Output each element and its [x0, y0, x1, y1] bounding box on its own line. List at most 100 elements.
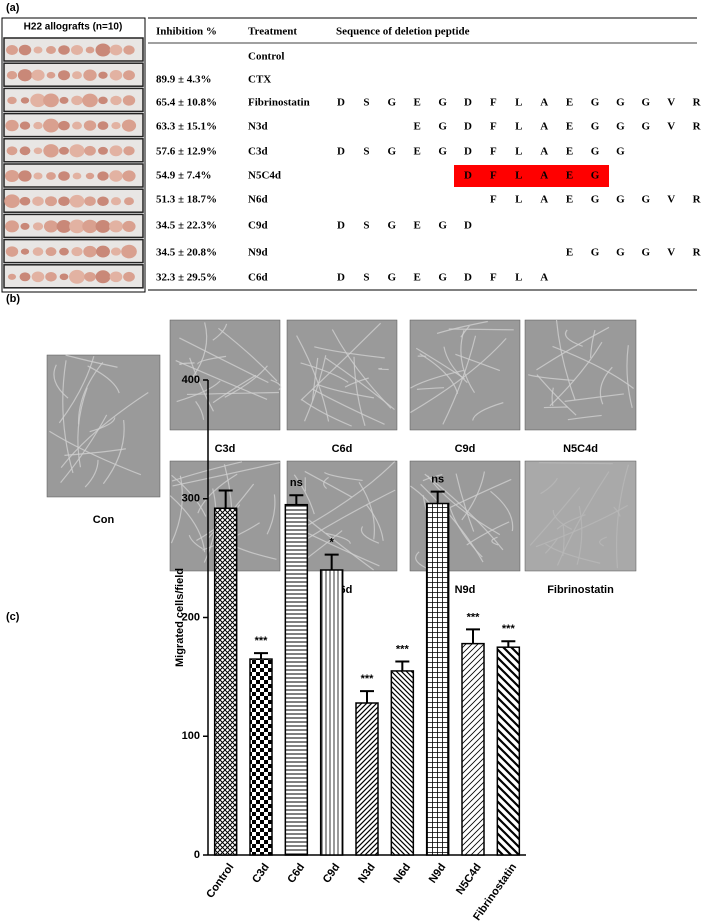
cell-network [89, 417, 116, 433]
cell-network [175, 360, 268, 400]
residue: E [566, 97, 573, 109]
panel-b: (b) ConC3dC6dC9dN5C4dN3dN6dN9dFibrinosta… [6, 293, 637, 596]
residue: G [438, 121, 447, 133]
cell-network [311, 357, 319, 401]
tumor [59, 247, 69, 256]
tumor [58, 70, 70, 81]
cell-network [544, 538, 558, 554]
residue: D [464, 121, 472, 133]
cell-network [551, 387, 554, 407]
tumor [6, 71, 18, 80]
tumor [72, 121, 82, 130]
error-bar [218, 489, 233, 509]
significance: ns [290, 477, 303, 489]
tumor [58, 196, 70, 206]
cell-network [171, 474, 207, 517]
cell-network [170, 475, 183, 544]
residue: V [667, 247, 675, 259]
cell-network [324, 471, 363, 482]
tumor [5, 119, 19, 132]
tumor [20, 222, 30, 230]
tumor [18, 170, 32, 182]
significance: *** [361, 673, 375, 685]
bar [249, 658, 273, 856]
tumor [122, 95, 136, 106]
cell-network [171, 461, 243, 482]
tumor [97, 171, 109, 181]
y-axis-label: Migrated cells/field [174, 568, 186, 667]
cell-network [460, 330, 476, 394]
residue: R [693, 194, 702, 206]
inhibition: 34.5 ± 22.3% [156, 220, 217, 232]
residue: L [515, 97, 522, 109]
tumor [59, 146, 69, 155]
sequence-highlight [454, 165, 609, 187]
cell-network [416, 387, 445, 390]
residue: E [414, 272, 421, 284]
cell-network [195, 401, 205, 420]
residue: G [616, 121, 625, 133]
tumor [85, 172, 95, 180]
panel-label: (c) [6, 611, 20, 623]
residue: E [566, 194, 573, 206]
cell-network [442, 335, 477, 425]
residue: F [490, 146, 497, 158]
panel-a: (a) H22 allografts (n=10) Inhibition % T… [1, 2, 702, 293]
cell-network [419, 353, 459, 394]
tumor [122, 220, 136, 232]
residue: G [591, 170, 600, 182]
tumor [72, 71, 82, 80]
tumor [6, 45, 18, 55]
residue: G [591, 194, 600, 206]
cell-network [556, 471, 610, 566]
residue: G [616, 247, 625, 259]
residue: F [490, 194, 497, 206]
tumor [7, 273, 17, 280]
cell-network [102, 420, 125, 485]
residue: G [642, 121, 651, 133]
tumor [98, 71, 108, 79]
cell-network [178, 362, 195, 366]
tumor [46, 46, 56, 54]
cell-network [472, 402, 504, 421]
tumor [72, 172, 82, 180]
cell-network [490, 490, 514, 532]
image-label: N5C4d [563, 443, 598, 455]
residue: D [337, 97, 345, 109]
cell-network [415, 347, 465, 380]
cell-network [358, 482, 375, 540]
tumor [32, 247, 44, 256]
error-bar [360, 690, 374, 703]
cell-network [552, 345, 634, 389]
tumor [109, 220, 123, 233]
tumor [121, 244, 137, 259]
tumor [110, 247, 122, 256]
treatment: N3d [248, 121, 268, 133]
residue: E [566, 170, 573, 182]
residue: E [566, 247, 573, 259]
tumor [43, 118, 59, 133]
error-bar [501, 640, 516, 648]
cell-network [455, 473, 475, 532]
cell-network [188, 534, 203, 550]
image-label: Fibrinostatin [547, 584, 614, 596]
cell-network [410, 337, 507, 414]
cell-network [293, 474, 315, 515]
tumor [110, 95, 122, 106]
residue: D [464, 220, 472, 232]
significance: *** [502, 623, 516, 635]
error-bar [254, 652, 268, 660]
tumor [58, 171, 70, 181]
cell-network [303, 355, 327, 422]
tumor [71, 247, 83, 257]
tumor [46, 71, 56, 79]
residue: G [388, 272, 397, 284]
tumor [111, 121, 121, 130]
tumor [56, 219, 72, 233]
cell-network [455, 353, 501, 372]
inhibition: 89.9 ± 4.3% [156, 74, 212, 86]
cell-network [545, 543, 601, 564]
residue: L [515, 146, 522, 158]
bar [319, 569, 344, 856]
